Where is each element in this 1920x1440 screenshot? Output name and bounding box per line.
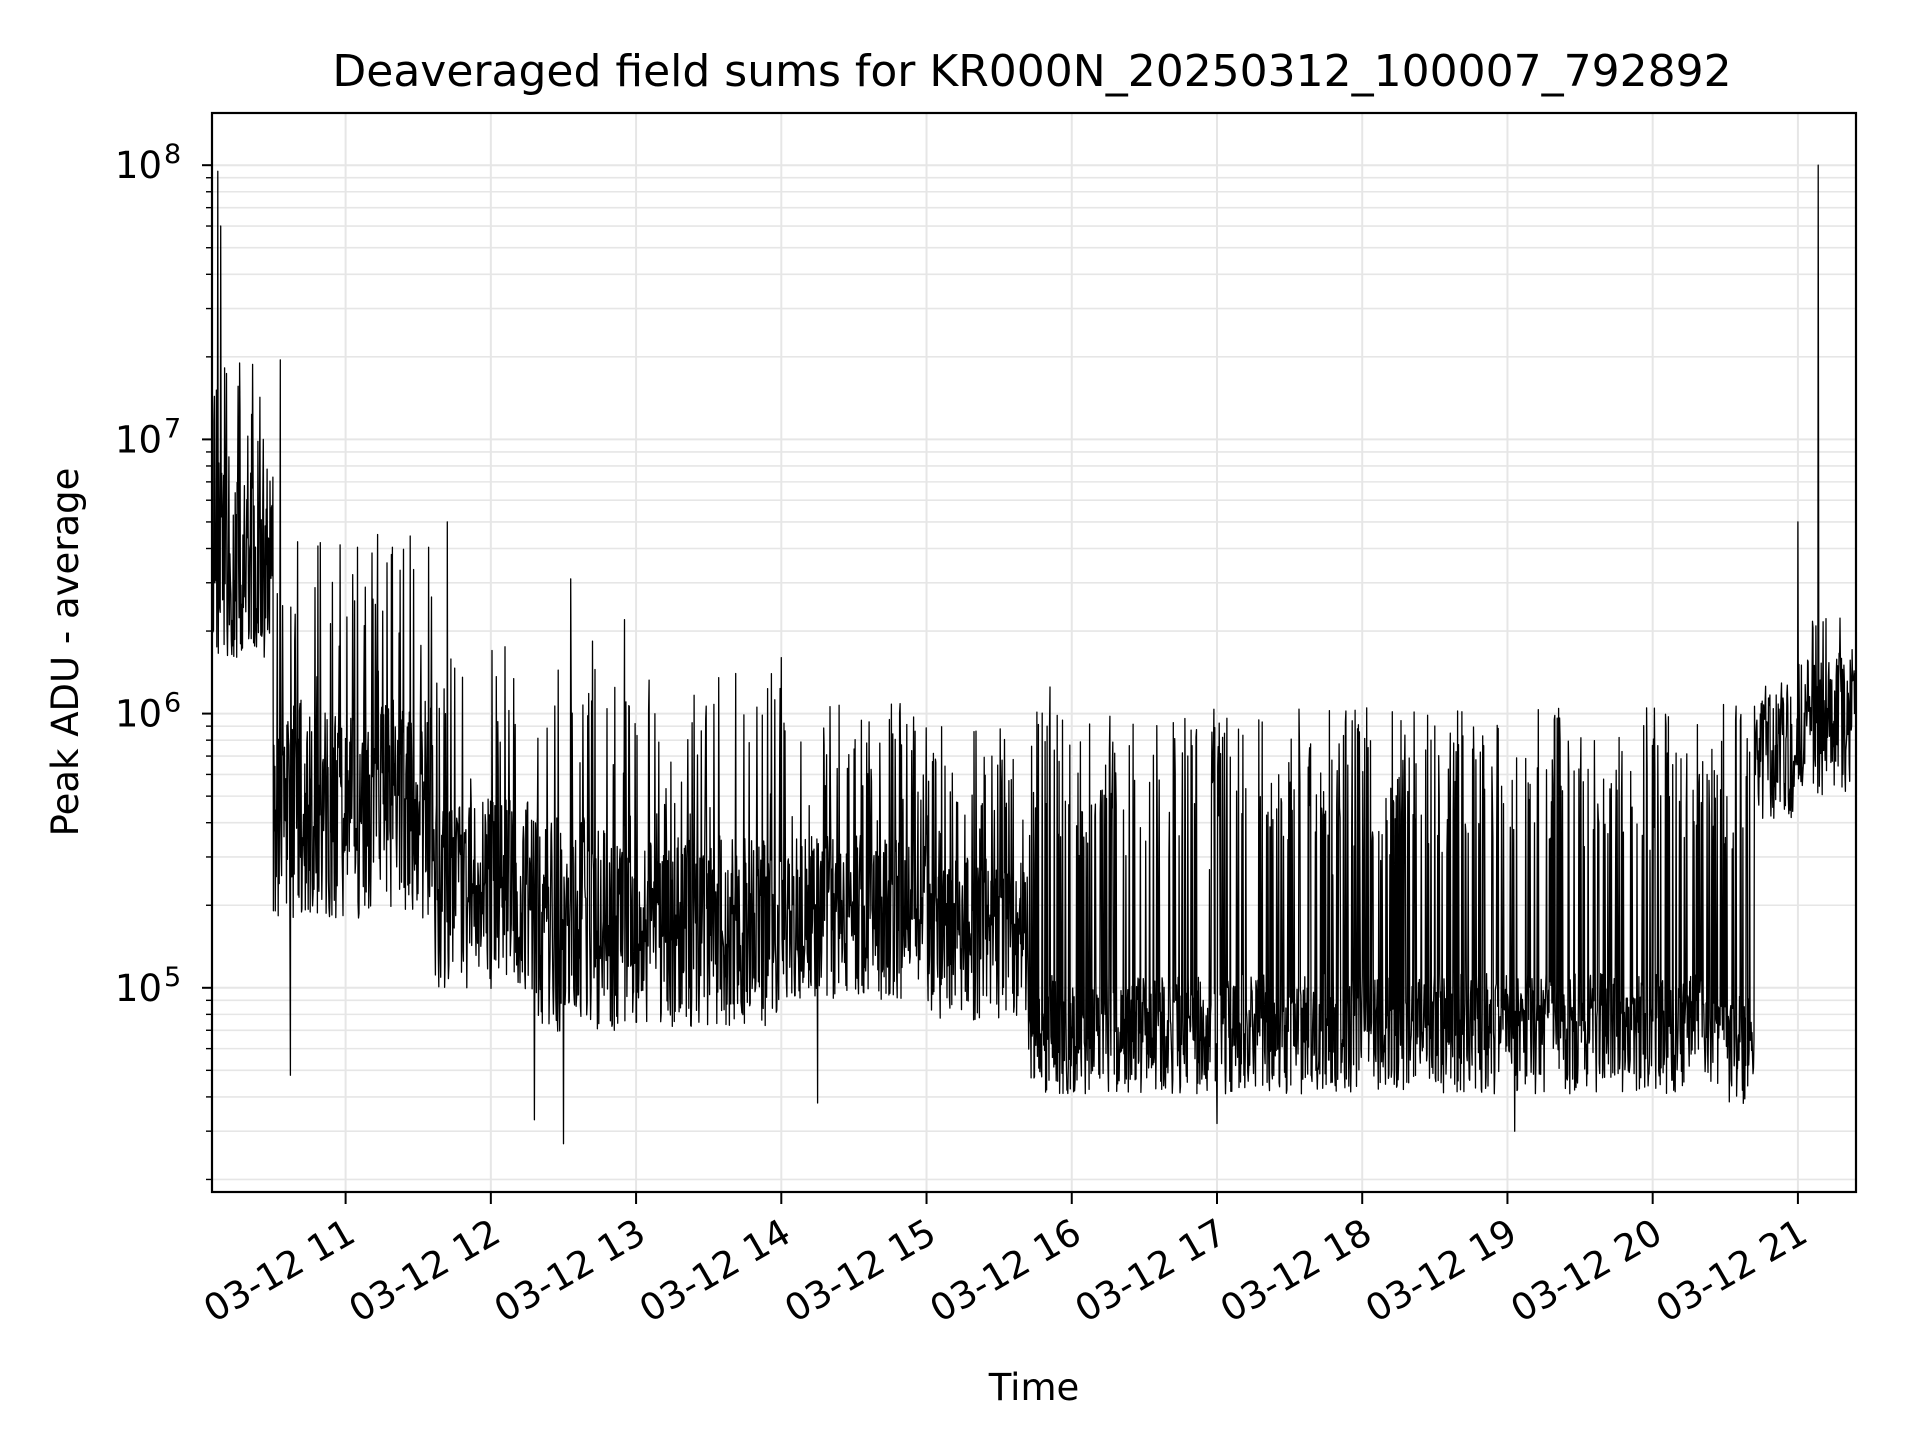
y-axis-label: Peak ADU - average <box>44 468 87 837</box>
y-tick-label: 10 <box>115 418 162 461</box>
x-axis-label: Time <box>988 1366 1080 1409</box>
y-tick-label: 10 <box>115 967 162 1010</box>
data-layer <box>211 164 1857 1145</box>
y-tick-exponent: 6 <box>164 688 181 719</box>
series-line <box>211 164 1857 1145</box>
y-tick-exponent: 8 <box>164 139 181 170</box>
y-tick-exponent: 5 <box>164 962 181 993</box>
y-tick-exponent: 7 <box>164 413 181 444</box>
plot-frame <box>210 111 1858 1194</box>
chart-title: Deaveraged field sums for KR000N_2025031… <box>332 46 1731 97</box>
y-tick-label: 10 <box>115 144 162 187</box>
y-tick-label: 10 <box>115 693 162 736</box>
